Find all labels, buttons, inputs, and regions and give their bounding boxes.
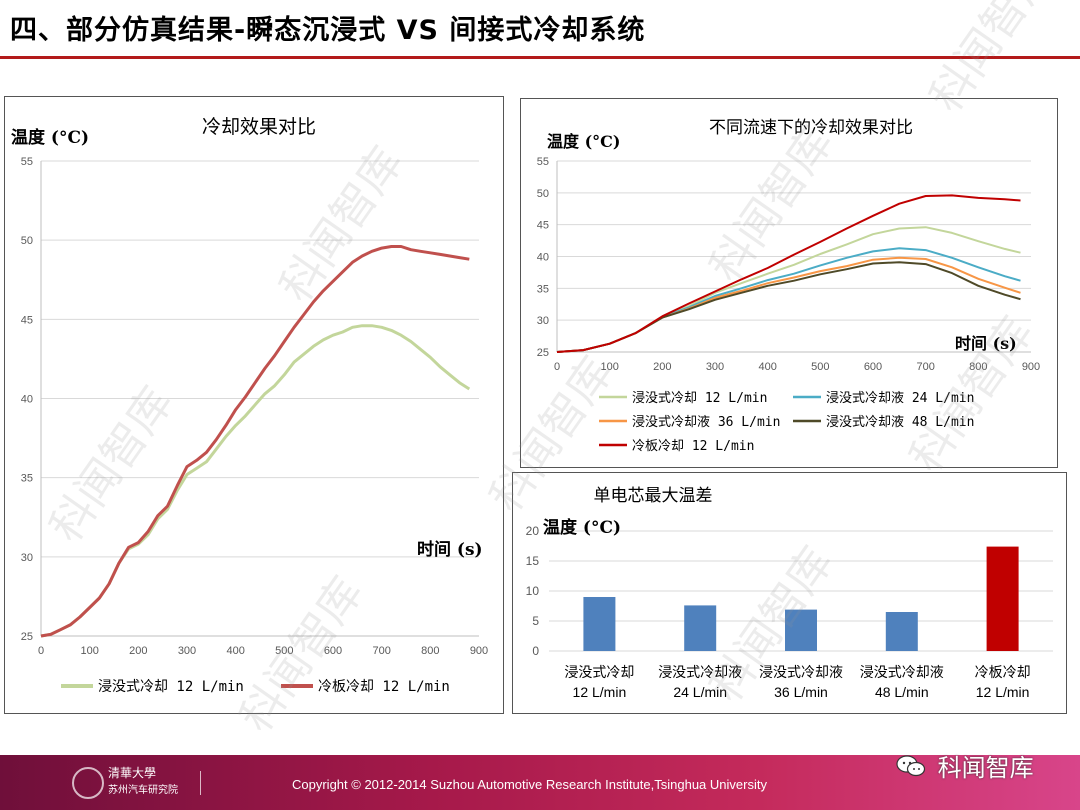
bar <box>986 546 1019 651</box>
chart-panel-flow-rate-comparison: 25 30 35 40 45 50 55 0 100 200 300 400 500 600 700 800 9… <box>520 98 1058 468</box>
x-tick-label: 700 <box>372 645 390 657</box>
x-category-label-line2: 36 L/min <box>774 684 828 700</box>
x-tick-label: 200 <box>653 361 671 373</box>
x-tick-label: 0 <box>554 361 560 373</box>
x-category-label-line2: 12 L/min <box>976 684 1030 700</box>
x-category-label-line2: 24 L/min <box>673 684 727 700</box>
chart-panel-cooling-comparison: 25 30 35 40 45 50 55 0 100 200 300 400 500 600 700 800 9… <box>4 96 504 714</box>
legend-label: 浸没式冷却液 24 L/min <box>826 391 974 406</box>
y-tick-label: 25 <box>21 631 33 643</box>
brand-name: 科闻智库 <box>937 754 1034 782</box>
x-tick-label: 900 <box>1022 361 1040 373</box>
y-tick-label: 45 <box>21 314 33 326</box>
bar-chart-max-temp-difference: 0 5 10 15 20 浸没式冷却 12 L/min 浸没式冷却液 24 L/min 浸没式冷却… <box>526 486 1053 700</box>
x-category-label-line1: 浸没式冷却 <box>564 665 634 681</box>
brand-watermark: 科闻智库 <box>896 748 1034 783</box>
x-tick-label: 600 <box>324 645 342 657</box>
legend-label: 浸没式冷却 12 L/min <box>632 391 767 406</box>
series-line-1 <box>556 226 1021 353</box>
title-divider <box>0 56 1080 59</box>
bar <box>785 609 817 651</box>
y-tick-label: 20 <box>526 524 540 538</box>
legend-label: 浸没式冷却液 36 L/min <box>632 415 780 430</box>
x-tick-label: 100 <box>80 645 98 657</box>
y-tick-label: 40 <box>537 252 549 264</box>
x-category-label-line2: 12 L/min <box>573 684 627 700</box>
y-tick-label: 55 <box>21 156 33 168</box>
x-category-label-line1: 浸没式冷却液 <box>658 665 742 681</box>
line-chart-flow-rate-comparison: 25 30 35 40 45 50 55 0 100 200 300 400 500 600 700 800 9… <box>537 118 1040 454</box>
x-axis-label: 时间 (s) <box>955 334 1017 353</box>
x-tick-label: 700 <box>916 361 934 373</box>
x-tick-label: 0 <box>38 645 44 657</box>
x-tick-label: 800 <box>421 645 439 657</box>
legend-label: 浸没式冷却 12 L/min <box>98 679 244 695</box>
slide-title: 四、部分仿真结果-瞬态沉浸式 VS 间接式冷却系统 <box>10 15 646 46</box>
y-tick-label: 0 <box>532 644 539 658</box>
x-tick-label: 300 <box>178 645 196 657</box>
x-tick-label: 500 <box>275 645 293 657</box>
footer-institute-name: 苏州汽车研究院 <box>108 785 178 796</box>
y-tick-label: 10 <box>526 584 540 598</box>
chart-title: 冷却效果对比 <box>202 116 316 138</box>
y-tick-label: 50 <box>537 188 549 200</box>
y-tick-label: 40 <box>21 394 33 406</box>
series-line-5 <box>556 194 1021 353</box>
y-axis-label: 温度 (°C) <box>543 517 621 538</box>
y-axis-label: 温度 (°C) <box>546 132 620 151</box>
y-tick-label: 30 <box>537 315 549 327</box>
x-category-label-line2: 48 L/min <box>875 684 929 700</box>
chart-title: 不同流速下的冷却效果对比 <box>709 118 913 138</box>
x-tick-label: 500 <box>811 361 829 373</box>
series-line-2 <box>40 245 470 638</box>
y-tick-label: 55 <box>537 156 549 168</box>
y-tick-label: 5 <box>532 614 539 628</box>
x-category-label-line1: 浸没式冷却液 <box>860 665 944 681</box>
legend-label: 冷板冷却 12 L/min <box>318 679 450 695</box>
footer-copyright: Copyright © 2012-2014 Suzhou Automotive … <box>292 777 767 792</box>
x-tick-label: 400 <box>758 361 776 373</box>
y-tick-label: 30 <box>21 552 33 564</box>
y-tick-label: 25 <box>537 347 549 359</box>
y-tick-label: 50 <box>21 235 33 247</box>
y-tick-label: 35 <box>21 473 33 485</box>
x-tick-label: 600 <box>864 361 882 373</box>
university-seal-icon <box>72 767 104 799</box>
x-tick-label: 900 <box>470 645 488 657</box>
y-axis-label: 温度 (°C) <box>11 127 89 148</box>
chart-title: 单电芯最大温差 <box>594 486 713 506</box>
bar <box>684 605 717 651</box>
x-tick-label: 400 <box>226 645 244 657</box>
x-category-label-line1: 浸没式冷却液 <box>759 665 843 681</box>
y-tick-label: 45 <box>537 220 549 232</box>
x-tick-label: 200 <box>129 645 147 657</box>
x-axis-label: 时间 (s) <box>417 539 483 560</box>
wechat-icon <box>896 754 926 776</box>
x-tick-label: 300 <box>706 361 724 373</box>
x-tick-label: 100 <box>600 361 618 373</box>
y-tick-label: 15 <box>526 554 540 568</box>
line-chart-cooling-comparison: 25 30 35 40 45 50 55 0 100 200 300 400 500 600 700 800 9… <box>11 116 488 695</box>
legend-label: 冷板冷却 12 L/min <box>632 439 754 454</box>
bar <box>583 597 616 651</box>
footer-university-name: 清華大學 <box>108 766 157 780</box>
y-tick-label: 35 <box>537 283 549 295</box>
x-tick-label: 800 <box>969 361 987 373</box>
bar <box>885 612 918 651</box>
legend-label: 浸没式冷却液 48 L/min <box>826 415 974 430</box>
x-category-label-line1: 冷板冷却 <box>975 665 1031 681</box>
footer-divider <box>200 771 201 795</box>
chart-panel-max-temp-difference: 0 5 10 15 20 浸没式冷却 12 L/min 浸没式冷却液 24 L/min 浸没式冷却… <box>512 472 1067 714</box>
